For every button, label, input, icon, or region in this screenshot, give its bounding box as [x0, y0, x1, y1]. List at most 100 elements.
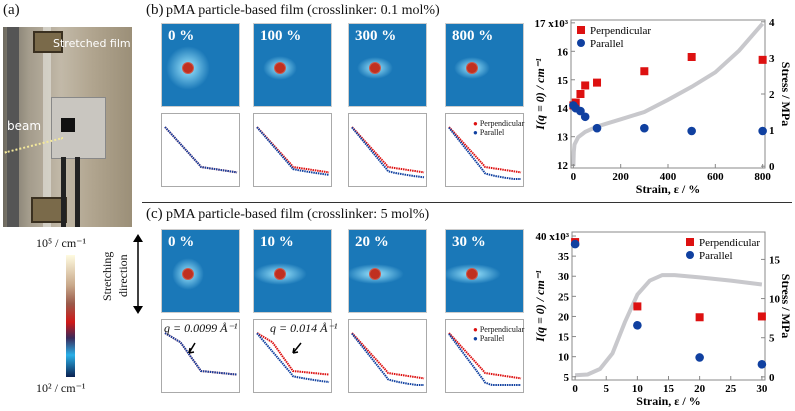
strain-label: 800 %	[452, 28, 494, 44]
parallel-point	[633, 321, 642, 330]
q-annotation-2: q = 0.014 Å⁻¹	[270, 321, 338, 335]
x-tick-label: 30	[756, 383, 768, 395]
strain-label: 30 %	[452, 234, 486, 250]
strain-label: 300 %	[355, 28, 397, 44]
parallel-point	[576, 106, 585, 116]
y-tick-label: 35	[558, 251, 570, 263]
x-tick-label: 0	[572, 383, 578, 395]
strain-label: 0 %	[168, 234, 195, 250]
parallel-profile	[448, 333, 521, 386]
parallel-profile	[448, 126, 521, 180]
y-tick-label: 25	[558, 291, 570, 303]
saxs-pattern: 800 %	[445, 23, 524, 107]
colorbar	[66, 255, 75, 377]
parallel-profile	[351, 126, 425, 179]
legend-label: Perpendicular	[590, 25, 651, 37]
x-tick-label: 200	[612, 171, 629, 183]
beamstop	[466, 268, 478, 280]
legend-circle-icon	[577, 39, 585, 47]
legend-perpendicular: ● Perpendicular	[473, 325, 524, 334]
plot-frame	[348, 319, 427, 393]
top-clamp	[33, 31, 63, 53]
panel-a-label: (a)	[3, 2, 20, 18]
x-axis-label: Strain, ε / %	[636, 182, 700, 196]
y2-tick-label: 0	[769, 161, 775, 173]
beamstop	[274, 62, 286, 74]
beamstop	[274, 268, 286, 280]
y2-tick-label: 2	[769, 89, 775, 101]
legend-parallel: ● Parallel	[473, 334, 524, 343]
saxs-pattern: 20 %	[348, 229, 427, 313]
y2-tick-label: 0	[769, 372, 775, 384]
panel-b-label: (b)	[146, 2, 164, 18]
q-annotation-1: q = 0.0099 Å⁻¹	[164, 321, 238, 335]
beamstop	[466, 62, 478, 74]
x-tick-label: 15	[663, 383, 675, 395]
perpendicular-point	[687, 53, 696, 61]
stress-curve	[574, 273, 763, 378]
parallel-point	[687, 126, 696, 136]
panel-c-title: pMA particle-based film (crosslinker: 5 …	[166, 207, 430, 222]
saxs-pattern: 300 %	[348, 23, 427, 107]
scattering-profile-plot	[161, 113, 240, 187]
plot-frame	[161, 113, 240, 187]
saxs-pattern: 10 %	[253, 229, 332, 313]
y-tick-label: 10	[558, 352, 570, 364]
beamstop	[182, 268, 194, 280]
parallel-point	[640, 123, 649, 133]
y-tick-label: 14	[557, 103, 569, 115]
x-tick-label: 5	[603, 383, 609, 395]
plot-frame	[571, 231, 766, 381]
y-axis-label: I(q = 0) / cm⁻¹	[533, 58, 547, 131]
y-tick-label: 13	[557, 132, 569, 144]
legend-square-icon	[577, 26, 585, 34]
plot-frame	[253, 113, 332, 187]
experiment-photo: Stretched film beam	[3, 27, 132, 227]
sample-holder	[51, 97, 106, 159]
plot-frame	[445, 113, 524, 187]
perpendicular-point	[757, 312, 766, 321]
x-tick-label: 600	[707, 171, 724, 183]
scattering-profile-plot	[445, 113, 524, 187]
strain-label: 10 %	[260, 234, 294, 250]
beamstop	[369, 62, 381, 74]
perpendicular-profile	[256, 332, 330, 376]
y2-tick-label: 5	[769, 333, 775, 345]
x-tick-label: 20	[694, 383, 706, 395]
y2-tick-label: 15	[769, 254, 781, 266]
perpendicular-profile	[256, 126, 330, 174]
plot-frame	[161, 319, 240, 393]
perpendicular-point	[758, 55, 767, 64]
stretching-direction-label: Stretching	[100, 240, 116, 312]
saxs-pattern: 100 %	[253, 23, 332, 107]
legend-perpendicular: ● Perpendicular	[473, 119, 524, 128]
y-tick-label: 12	[557, 160, 569, 172]
y-tick-label: 5	[564, 372, 570, 384]
scattering-profile-plot	[348, 319, 427, 393]
parallel-profile	[164, 332, 238, 376]
y-tick-label: 15	[558, 332, 570, 344]
x-axis-label: Strain, ε / %	[636, 394, 700, 408]
circle-icon: ●	[473, 119, 478, 128]
circle-icon: ●	[473, 128, 478, 137]
scattering-profile-plot	[161, 319, 240, 393]
saxs-pattern: 0 %	[161, 229, 240, 313]
divider	[142, 202, 792, 203]
perpendicular-profile	[351, 126, 425, 174]
parallel-profile	[256, 126, 330, 176]
legend-square-icon	[686, 238, 694, 246]
y-tick-label: 40 x10³	[535, 231, 569, 243]
x-tick-label: 800	[754, 171, 771, 183]
mini-legend: ● Perpendicular ● Parallel	[473, 325, 524, 343]
colorbar-min-label: 10² / cm⁻¹	[36, 381, 86, 395]
arrow-icon	[292, 342, 302, 354]
x-tick-label: 0	[571, 171, 577, 183]
perpendicular-profile	[351, 332, 425, 380]
panel-b-title: pMA particle-based film (crosslinker: 0.…	[166, 3, 440, 18]
y-tick-label: 15	[557, 75, 569, 87]
stretched-film	[43, 27, 51, 227]
scattering-profile-plot	[253, 319, 332, 393]
strain-label: 20 %	[355, 234, 389, 250]
